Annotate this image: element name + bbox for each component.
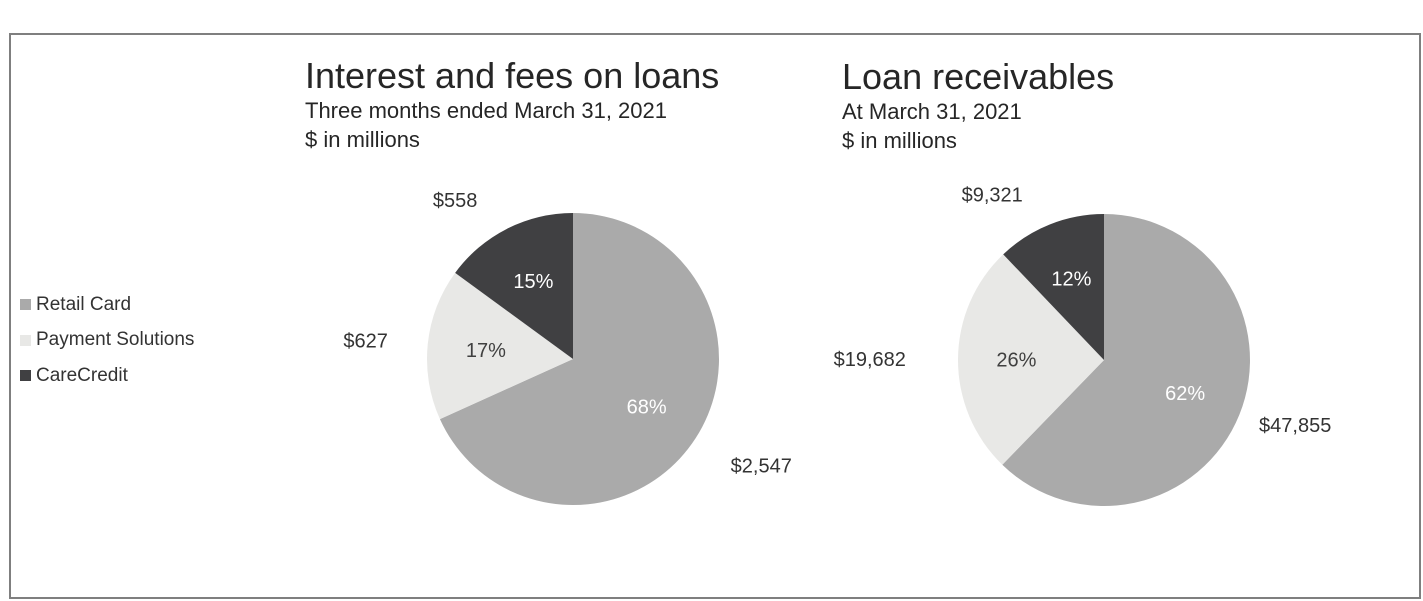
legend-item-payment-solutions: Payment Solutions — [20, 323, 194, 359]
chart-units: $ in millions — [842, 128, 957, 153]
pie-slice-payment-solutions — [426, 272, 573, 420]
pie-pct-label: 68% — [627, 397, 667, 419]
legend: Retail Card Payment Solutions CareCredit — [20, 287, 194, 394]
legend-swatch — [20, 334, 31, 346]
chart-frame — [9, 33, 1421, 599]
pie-value-label: $2,547 — [731, 456, 792, 478]
chart-subtitle: At March 31, 2021 — [842, 99, 1022, 124]
pie-pct-label: 62% — [1165, 383, 1205, 405]
chart-subtitle: Three months ended March 31, 2021 — [305, 98, 668, 123]
pie-value-label: $627 — [343, 331, 388, 353]
pie-value-label: $47,855 — [1259, 415, 1331, 437]
pie-interest-fees: 68% $2,547 17% $627 15% $558 — [343, 190, 792, 505]
chart-units: $ in millions — [305, 127, 420, 152]
legend-item-carecredit: CareCredit — [20, 358, 194, 394]
pie-pct-label: 17% — [466, 340, 506, 362]
pie-loan-receivables: 62% $47,855 26% $19,682 12% $9,321 — [834, 185, 1331, 506]
chart-title: Interest and fees on loans — [305, 55, 720, 96]
pie-slice-retail-card — [1002, 214, 1251, 506]
pie-slice-retail-card — [439, 213, 719, 505]
legend-item-retail-card: Retail Card — [20, 287, 194, 323]
pie-slice-carecredit — [455, 213, 573, 359]
legend-label: CareCredit — [36, 364, 128, 386]
pie-pct-label: 12% — [1051, 269, 1091, 291]
pie-value-label: $19,682 — [834, 349, 906, 371]
legend-label: Retail Card — [36, 293, 132, 315]
pie-slice-payment-solutions — [958, 254, 1104, 465]
pie-pct-label: 26% — [996, 350, 1036, 372]
pie-value-label: $9,321 — [962, 185, 1023, 207]
legend-swatch — [20, 299, 31, 311]
pie-pct-label: 15% — [513, 271, 553, 293]
pie-value-label: $558 — [433, 190, 478, 212]
chart-title: Loan receivables — [842, 56, 1115, 97]
legend-swatch — [20, 370, 31, 382]
legend-label: Payment Solutions — [36, 329, 195, 351]
pie-slice-carecredit — [1003, 214, 1104, 360]
